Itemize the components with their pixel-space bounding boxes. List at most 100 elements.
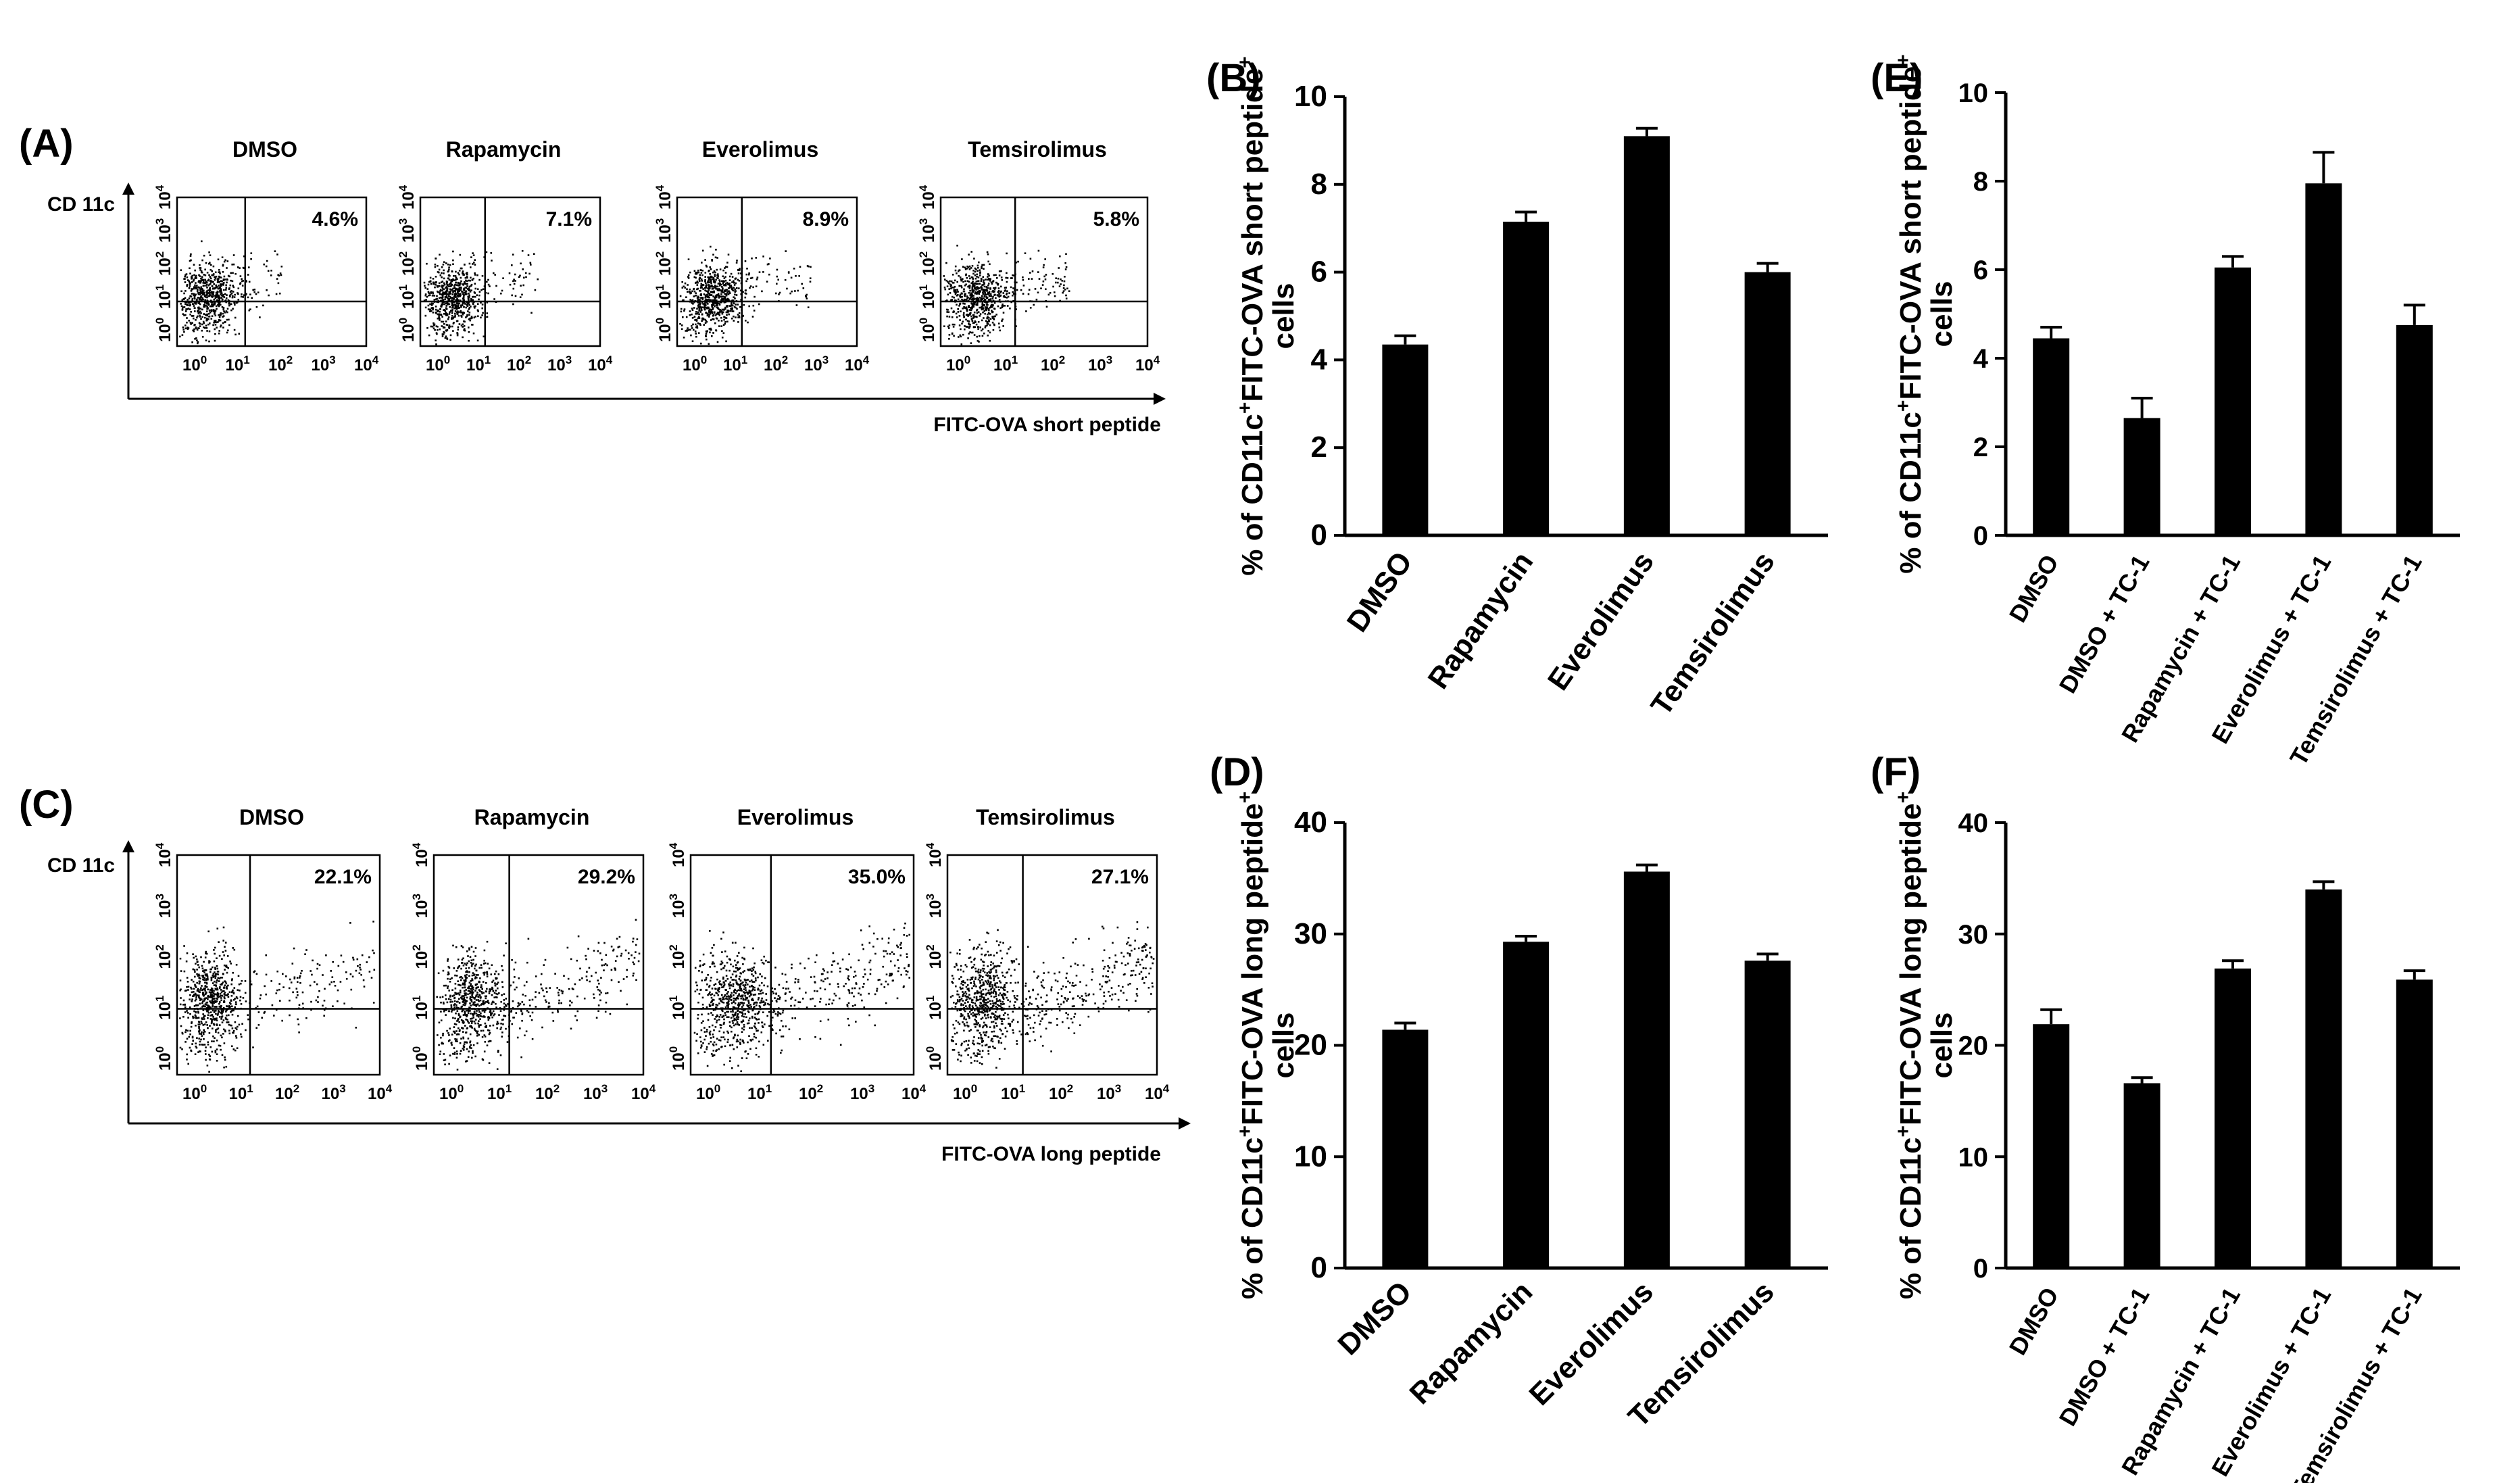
event-dot xyxy=(474,984,477,986)
event-dot xyxy=(475,1005,477,1007)
dot-plot-title: Rapamycin xyxy=(474,805,590,829)
event-dot xyxy=(766,281,768,283)
event-dot xyxy=(503,954,505,956)
event-dot xyxy=(503,1015,505,1017)
event-dot xyxy=(739,995,741,998)
event-dot xyxy=(433,301,436,303)
event-dot xyxy=(697,287,699,290)
event-dot xyxy=(470,988,472,990)
event-dot xyxy=(199,310,201,313)
event-dot xyxy=(220,293,222,295)
event-dot xyxy=(730,272,733,275)
event-dot xyxy=(491,1016,493,1019)
event-dot xyxy=(192,980,195,983)
event-dot xyxy=(205,986,208,988)
event-dot xyxy=(451,280,453,283)
event-dot xyxy=(807,306,810,308)
event-dot xyxy=(988,278,990,281)
event-dot xyxy=(949,285,952,287)
event-dot xyxy=(194,284,196,287)
event-dot xyxy=(767,1040,769,1042)
event-dot xyxy=(451,1009,453,1011)
event-dot xyxy=(212,296,214,298)
event-dot xyxy=(207,323,209,326)
event-dot xyxy=(971,285,974,288)
event-dot xyxy=(345,971,347,973)
event-dot xyxy=(626,1003,628,1006)
x-tick-base: 10 xyxy=(466,356,485,374)
event-dot xyxy=(205,339,207,341)
event-dot xyxy=(219,291,221,293)
event-dot xyxy=(199,322,201,325)
event-dot xyxy=(197,341,199,343)
event-dot xyxy=(451,307,453,309)
event-dot xyxy=(698,278,701,281)
event-dot xyxy=(981,288,983,290)
y-tick-base: 10 xyxy=(920,258,938,276)
event-dot xyxy=(524,272,527,274)
event-dot xyxy=(204,988,206,990)
event-dot xyxy=(278,983,280,985)
event-dot xyxy=(216,992,219,994)
event-dot xyxy=(968,268,971,270)
event-dot xyxy=(435,332,438,334)
event-dot xyxy=(205,952,208,955)
event-dot xyxy=(472,1050,474,1052)
event-dot xyxy=(472,1017,474,1019)
event-dot xyxy=(976,310,978,312)
event-dot xyxy=(755,257,758,259)
event-dot xyxy=(468,339,470,342)
event-dot xyxy=(474,996,476,999)
event-dot xyxy=(231,1009,234,1012)
event-dot xyxy=(230,1002,232,1005)
event-dot xyxy=(184,1006,187,1008)
event-dot xyxy=(209,1018,212,1020)
event-dot xyxy=(207,295,209,297)
event-dot xyxy=(762,992,764,994)
event-dot xyxy=(701,262,703,264)
y-tick-label: 103 xyxy=(153,218,174,243)
event-dot xyxy=(214,339,216,342)
event-dot xyxy=(729,300,731,302)
event-dot xyxy=(712,314,715,316)
dot-plot-frame xyxy=(176,854,381,1076)
event-dot xyxy=(806,297,808,299)
event-dot xyxy=(191,303,194,305)
event-dot xyxy=(220,991,223,994)
x-tick-label: 104 xyxy=(354,354,379,374)
event-dot xyxy=(228,1004,230,1007)
event-dot xyxy=(470,1013,472,1015)
event-dot xyxy=(194,286,197,288)
event-dot xyxy=(424,293,427,295)
event-dot xyxy=(965,306,968,308)
event-dot xyxy=(224,950,227,952)
event-dot xyxy=(234,293,236,296)
event-dot xyxy=(214,301,216,303)
event-dot xyxy=(437,317,439,320)
event-dot xyxy=(1049,292,1052,294)
event-dot xyxy=(203,1038,205,1040)
event-dot xyxy=(199,267,201,269)
event-dot xyxy=(953,287,955,289)
event-dot xyxy=(266,289,268,291)
event-dot xyxy=(208,292,210,295)
event-dot xyxy=(465,1018,467,1021)
event-dot xyxy=(733,284,736,286)
event-dot xyxy=(474,1029,476,1031)
event-dot xyxy=(322,1004,324,1007)
event-dot xyxy=(716,289,719,291)
event-dot xyxy=(979,290,981,293)
event-dot xyxy=(718,289,720,292)
y-tick-label: 103 xyxy=(153,894,174,918)
event-dot xyxy=(464,963,466,965)
event-dot xyxy=(512,280,514,283)
event-dot xyxy=(495,992,497,995)
event-dot xyxy=(472,324,474,326)
event-dot xyxy=(201,293,204,296)
event-dot xyxy=(733,315,735,318)
event-dot xyxy=(247,296,249,299)
event-dot xyxy=(223,965,226,967)
event-dot xyxy=(519,1027,521,1029)
event-dot xyxy=(963,288,965,291)
